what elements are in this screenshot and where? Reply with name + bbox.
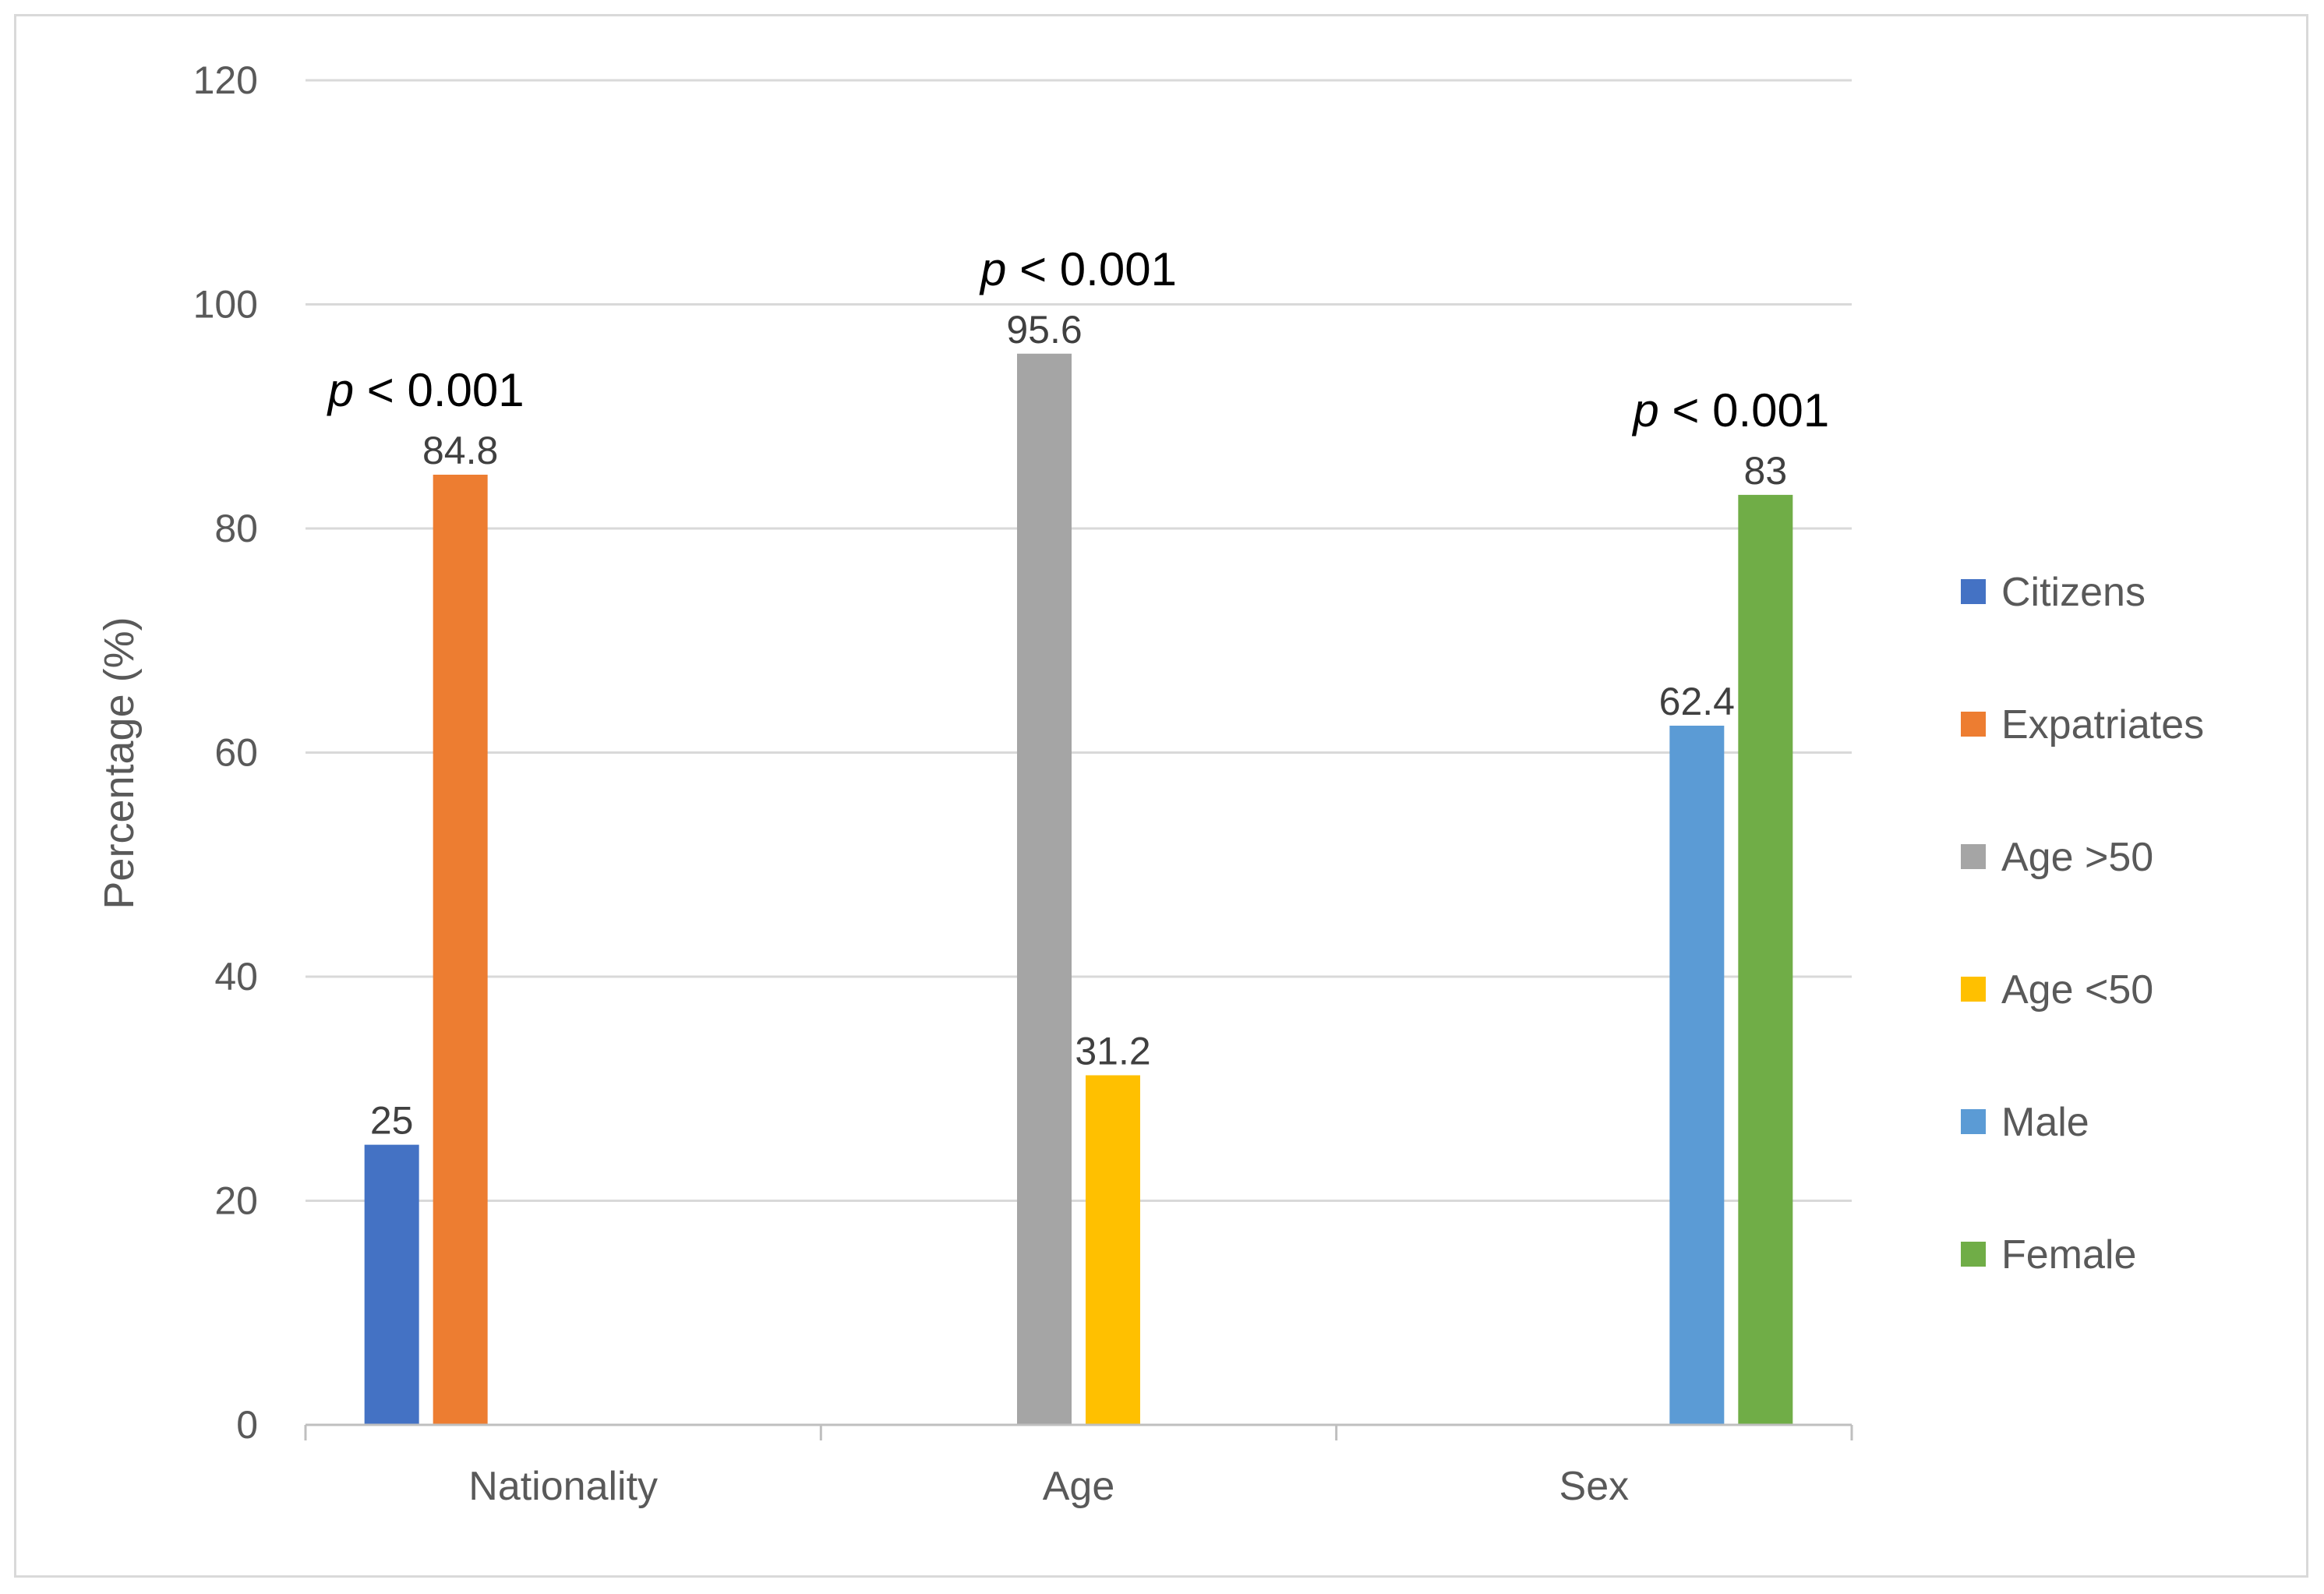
- p-value-text: < 0.001: [354, 364, 524, 416]
- y-axis-ticks: 0 20 40 60 80 100 120: [193, 58, 258, 1447]
- bar-chart: 0 20 40 60 80 100 120 25 84.8 95.6 31.2 62.4 83 p <…: [96, 58, 2204, 1509]
- legend-item-age-50: Age >50: [1961, 835, 2153, 880]
- bar-expatriates: [433, 475, 488, 1425]
- legend-swatch: [1961, 1109, 1986, 1134]
- p-symbol: p: [327, 364, 354, 416]
- gridlines: [306, 79, 1852, 1202]
- bar-male: [1669, 726, 1725, 1425]
- p-value-text: < 0.001: [1006, 243, 1177, 295]
- p-value-annotation: p < 0.001: [327, 364, 524, 416]
- bar-female: [1738, 494, 1793, 1425]
- data-label: 83: [1744, 449, 1788, 493]
- bars: [364, 353, 1793, 1425]
- legend: Citizens Expatriates Age >50 Age <50 Male Fem…: [1961, 570, 2204, 1278]
- data-label: 25: [370, 1099, 414, 1143]
- p-value-annotation: p < 0.001: [979, 243, 1177, 295]
- legend-swatch: [1961, 1242, 1986, 1267]
- data-label: 31.2: [1075, 1030, 1150, 1073]
- legend-label: Male: [2001, 1100, 2089, 1145]
- p-value-text: < 0.001: [1659, 384, 1830, 436]
- data-label: 84.8: [422, 429, 498, 472]
- legend-swatch: [1961, 579, 1986, 604]
- legend-item-male: Male: [1961, 1100, 2089, 1145]
- y-tick-label: 120: [193, 58, 258, 102]
- chart-frame: 0 20 40 60 80 100 120 25 84.8 95.6 31.2 62.4 83 p <…: [14, 14, 2308, 1578]
- y-tick-label: 60: [214, 731, 258, 775]
- legend-item-age-50: Age <50: [1961, 967, 2153, 1013]
- y-tick-label: 20: [214, 1179, 258, 1223]
- legend-swatch: [1961, 977, 1986, 1002]
- y-tick-label: 80: [214, 507, 258, 550]
- legend-label: Expatriates: [2001, 702, 2204, 748]
- data-label: 95.6: [1006, 308, 1082, 352]
- p-value-annotation: p < 0.001: [1631, 384, 1829, 436]
- legend-label: Age >50: [2001, 835, 2153, 880]
- bar-age-50: [1086, 1075, 1140, 1425]
- data-labels: 25 84.8 95.6 31.2 62.4 83: [370, 308, 1787, 1143]
- legend-label: Female: [2001, 1232, 2136, 1278]
- data-label: 62.4: [1659, 680, 1735, 723]
- legend-swatch: [1961, 844, 1986, 869]
- bar-citizens: [364, 1144, 419, 1425]
- legend-label: Citizens: [2001, 570, 2146, 615]
- y-tick-label: 100: [193, 283, 258, 327]
- p-symbol: p: [1631, 384, 1658, 436]
- x-category-label: Sex: [1559, 1464, 1630, 1509]
- x-category-label: Age: [1043, 1464, 1115, 1509]
- legend-item-female: Female: [1961, 1232, 2136, 1278]
- x-category-label: Nationality: [468, 1464, 658, 1509]
- legend-item-expatriates: Expatriates: [1961, 702, 2204, 748]
- bar-age-50: [1017, 353, 1072, 1425]
- p-symbol: p: [979, 243, 1006, 295]
- legend-swatch: [1961, 712, 1986, 737]
- y-tick-label: 40: [214, 955, 258, 998]
- legend-label: Age <50: [2001, 967, 2153, 1013]
- x-axis: Nationality Age Sex: [304, 1423, 1853, 1509]
- y-tick-label: 0: [236, 1403, 258, 1447]
- legend-item-citizens: Citizens: [1961, 570, 2146, 615]
- y-axis-title: Percentage (%): [96, 617, 143, 909]
